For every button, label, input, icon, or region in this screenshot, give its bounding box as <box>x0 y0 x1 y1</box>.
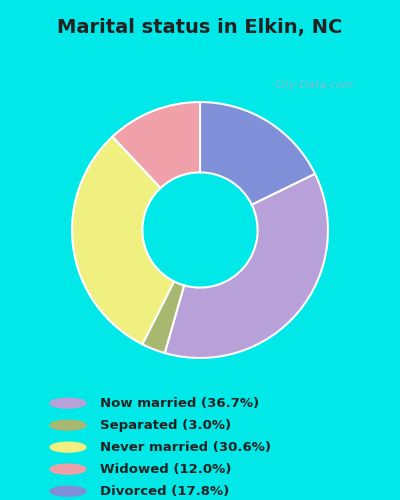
Wedge shape <box>165 174 328 358</box>
Text: Now married (36.7%): Now married (36.7%) <box>100 396 259 409</box>
Wedge shape <box>72 136 174 344</box>
Circle shape <box>50 420 86 430</box>
Circle shape <box>50 486 86 496</box>
Wedge shape <box>142 282 184 353</box>
Text: Separated (3.0%): Separated (3.0%) <box>100 418 231 432</box>
Text: Marital status in Elkin, NC: Marital status in Elkin, NC <box>57 18 343 36</box>
Text: Widowed (12.0%): Widowed (12.0%) <box>100 462 231 475</box>
Wedge shape <box>200 102 315 205</box>
Circle shape <box>50 442 86 452</box>
Wedge shape <box>112 102 200 188</box>
Text: Divorced (17.8%): Divorced (17.8%) <box>100 484 229 498</box>
Circle shape <box>50 398 86 408</box>
Text: Never married (30.6%): Never married (30.6%) <box>100 440 271 454</box>
Text: City-Data.com: City-Data.com <box>274 80 354 90</box>
Circle shape <box>50 464 86 474</box>
